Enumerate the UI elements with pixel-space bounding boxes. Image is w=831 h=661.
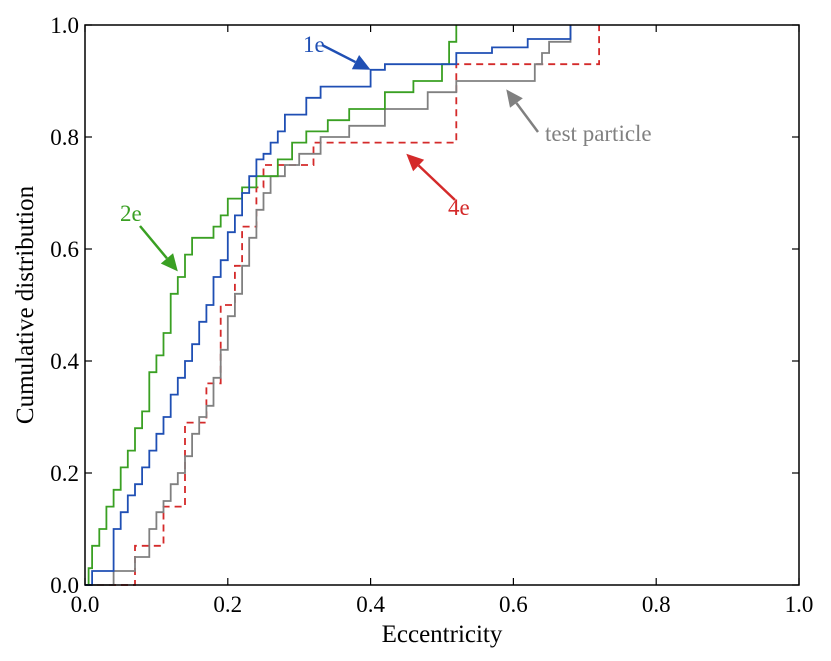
annotations: 1e 2e test particle 4e <box>120 32 652 272</box>
x-tick-label: 0.4 <box>356 592 385 617</box>
annotation-arrow-4e <box>417 164 456 201</box>
annotation-4e-label: 4e <box>448 195 470 220</box>
x-tick-label: 0.8 <box>642 592 671 617</box>
y-tick-label: 0.8 <box>50 125 79 150</box>
y-tick-label: 0.6 <box>50 237 79 262</box>
y-tick-label: 0.4 <box>50 349 79 374</box>
series-line-2e <box>85 25 458 586</box>
y-tick-label: 1.0 <box>50 13 79 38</box>
annotation-2e-label: 2e <box>120 201 142 226</box>
annotation-arrow-test-particle <box>515 102 540 133</box>
x-tick-label: 0.2 <box>213 592 242 617</box>
series-line-test-particle <box>85 25 572 586</box>
annotation-test-particle-label: test particle <box>545 121 652 146</box>
annotation-1e-label: 1e <box>303 32 325 57</box>
x-tick-label: 0.6 <box>499 592 528 617</box>
axis-ticks: 0.0 0.2 0.4 0.6 0.8 1.0 0.0 0.2 0.4 0.6 0.8 1.0 <box>50 13 813 617</box>
annotation-arrowhead-2e <box>160 253 178 272</box>
x-tick-label: 1.0 <box>785 592 814 617</box>
annotation-arrow-2e <box>139 225 168 260</box>
annotation-arrow-1e <box>321 43 357 64</box>
annotation-arrowhead-test-particle <box>506 89 523 108</box>
plot-frame <box>84 24 800 586</box>
x-axis-label: Eccentricity <box>382 621 503 648</box>
annotation-arrowhead-4e <box>406 153 425 172</box>
series-line-1e <box>85 25 572 586</box>
y-tick-label: 0.0 <box>50 573 79 598</box>
plot-marks <box>85 25 600 586</box>
y-axis-label: Cumulative distribution <box>12 185 39 424</box>
y-tick-label: 0.2 <box>50 461 79 486</box>
annotation-arrowhead-1e <box>351 54 371 70</box>
x-tick-label: 0.0 <box>71 592 100 617</box>
